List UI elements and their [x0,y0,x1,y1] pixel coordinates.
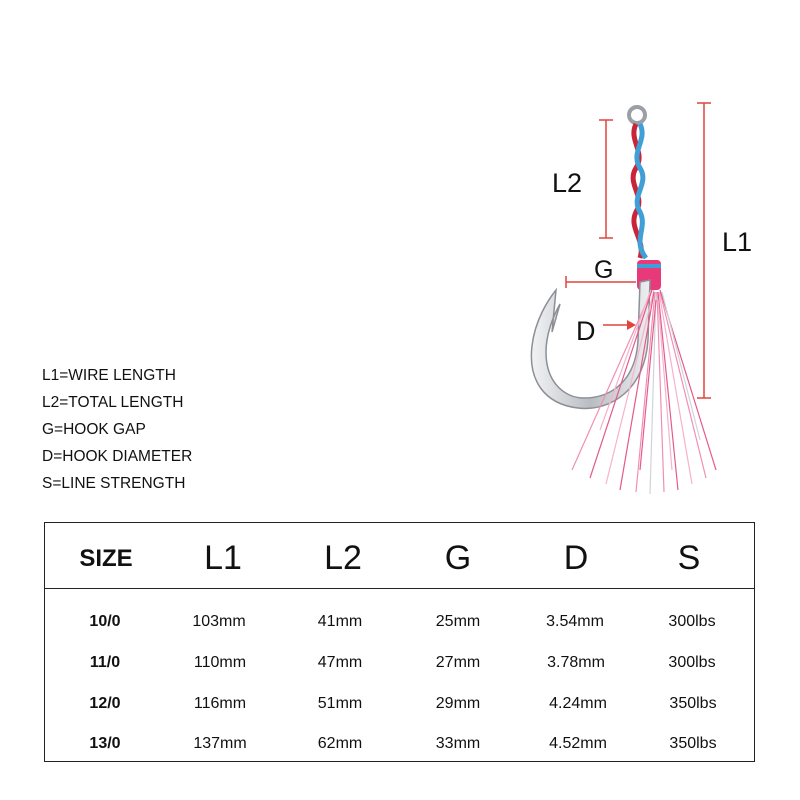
label-d: D [576,316,596,346]
table-header-row: SIZE L1 L2 G D S [45,523,754,589]
dimension-legend: L1=WIRE LENGTH L2=TOTAL LENGTH G=HOOK GA… [42,366,192,501]
l1-cell: 116mm [193,695,247,712]
dimension-d-arrow [603,320,636,330]
legend-item-s: S=LINE STRENGTH [42,475,186,492]
hook-illustration [530,102,717,495]
s-cell: 300lbs [668,654,716,671]
wire-eye [627,105,647,125]
l2-cell: 41mm [317,613,363,630]
header-size: SIZE [79,545,133,572]
size-cell: 13/0 [89,735,121,752]
size-spec-table: SIZE L1 L2 G D S 10/0 103mm 41mm 25mm 3.… [44,522,755,762]
dimension-l2 [599,119,613,239]
hook-body [530,279,651,410]
l2-cell: 51mm [317,695,363,712]
label-g: G [594,256,614,284]
size-cell: 12/0 [89,695,121,712]
header-d: D [563,539,589,577]
table-row: 11/0 110mm 47mm 27mm 3.78mm 300lbs [45,644,754,684]
dimension-g [565,276,636,288]
s-cell: 350lbs [669,695,717,712]
dimension-l1 [697,102,711,399]
s-cell: 350lbs [669,735,717,752]
l1-cell: 110mm [193,654,247,671]
table-row: 10/0 103mm 41mm 25mm 3.54mm 300lbs [45,603,754,643]
g-cell: 27mm [435,654,481,671]
size-cell: 11/0 [89,654,121,671]
g-cell: 25mm [435,613,481,630]
l2-cell: 47mm [317,654,363,671]
d-cell: 4.52mm [549,735,607,752]
label-l1: L1 [722,227,753,257]
header-l2: L2 [324,539,362,577]
d-cell: 3.54mm [546,613,604,630]
header-s: S [677,539,701,577]
l2-cell: 62mm [317,735,363,752]
size-cell: 10/0 [89,613,121,630]
table-row: 13/0 137mm 62mm 33mm 4.52mm 350lbs [45,725,754,765]
table-row: 12/0 116mm 51mm 29mm 4.24mm 350lbs [45,685,754,725]
legend-item-l2: L2=TOTAL LENGTH [42,394,184,411]
g-cell: 33mm [435,735,481,752]
l1-cell: 137mm [193,735,247,752]
flash-skirt [571,289,717,495]
d-cell: 3.78mm [547,654,605,671]
braided-wire [630,122,649,260]
header-l1: L1 [204,539,242,577]
label-l2: L2 [552,168,583,198]
header-g: G [444,539,472,577]
d-cell: 4.24mm [549,695,607,712]
g-cell: 29mm [435,695,481,712]
s-cell: 300lbs [668,613,716,630]
l1-cell: 103mm [192,613,246,630]
legend-item-l1: L1=WIRE LENGTH [42,367,176,384]
legend-item-g: G=HOOK GAP [42,421,146,438]
legend-item-d: D=HOOK DIAMETER [42,448,193,465]
